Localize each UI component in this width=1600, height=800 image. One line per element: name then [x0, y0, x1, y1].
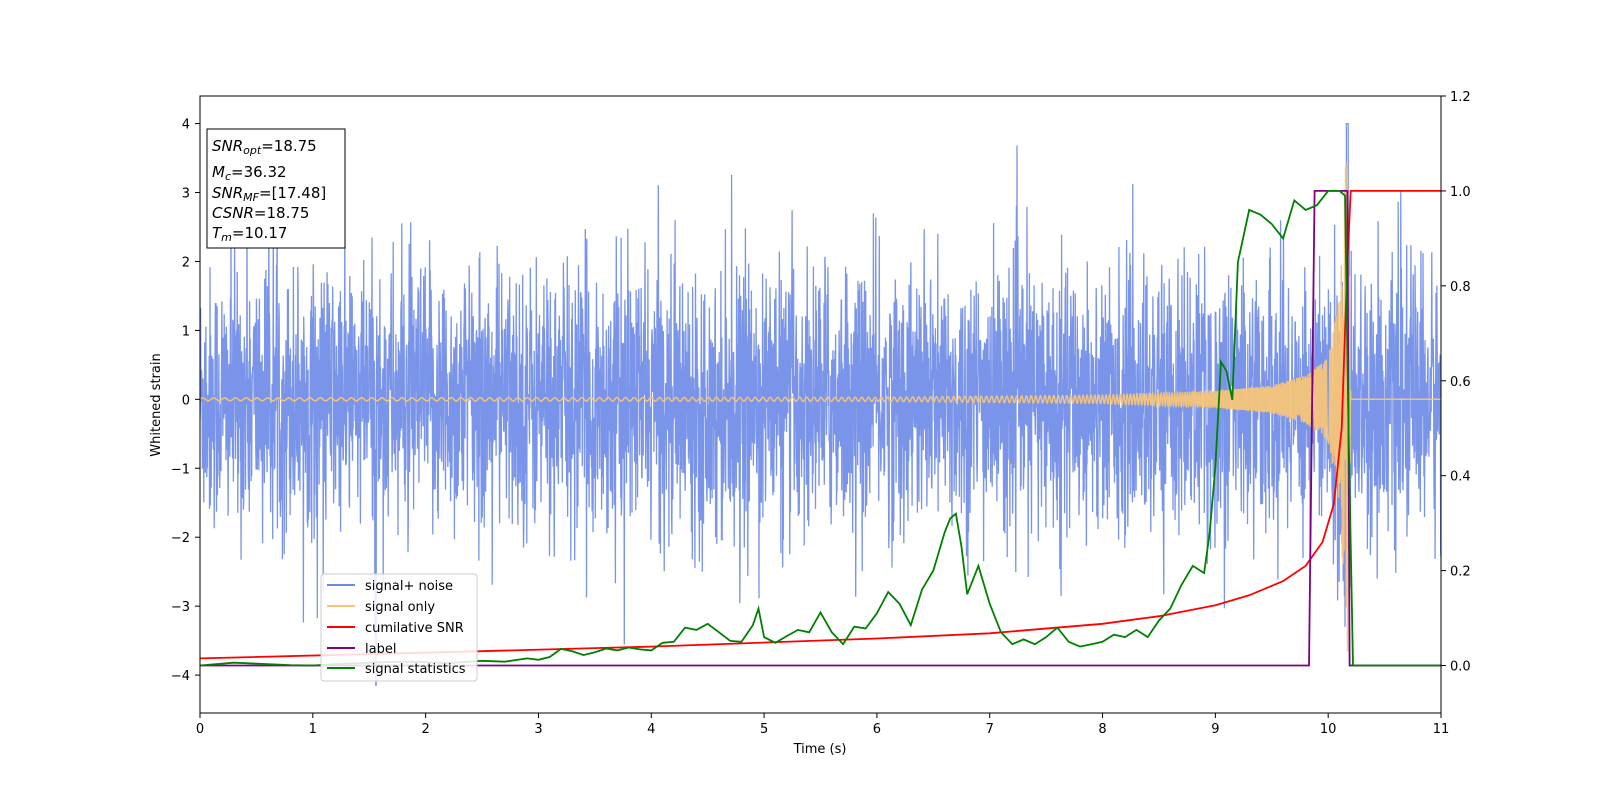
plot-frame: [199, 95, 1442, 714]
legend-label-label: label: [365, 642, 396, 657]
x-tick-label: 11: [1433, 722, 1450, 737]
info-tm: Tm=10.17: [212, 224, 287, 244]
x-tick-label: 9: [1211, 722, 1219, 737]
legend-label-signal-noise: signal+ noise: [365, 579, 453, 594]
legend-label-signal-statistics: signal statistics: [365, 662, 466, 677]
y-right-tick-label: 0.2: [1450, 565, 1471, 580]
y-right-tick-label: 0.4: [1450, 470, 1471, 485]
y-right-tick-label: 1.0: [1450, 185, 1471, 200]
x-tick-label: 4: [647, 722, 655, 737]
info-csnr: CSNR=18.75: [212, 204, 309, 222]
legend-label-cum-snr: cumilative SNR: [365, 621, 464, 636]
y-right-tick-label: 0.0: [1450, 660, 1471, 675]
y-left-tick-label: −2: [171, 531, 190, 546]
series-signal-statistics-line: [200, 190, 1441, 667]
y-left-tick-label: 0: [182, 393, 190, 408]
series-signal-noise-line: [200, 122, 1441, 687]
legend: signal+ noise signal only cumilative SNR…: [320, 573, 478, 682]
x-tick-label: 3: [534, 722, 542, 737]
series-cumulative-snr-line: [200, 190, 1441, 660]
x-tick-label: 8: [1098, 722, 1106, 737]
y-left-tick-label: 2: [182, 255, 190, 270]
x-tick-label: 5: [760, 722, 768, 737]
y-left-tick-label: −4: [171, 669, 190, 684]
info-snr-opt: SNRopt=18.75: [212, 137, 317, 157]
legend-label-signal-only: signal only: [365, 600, 435, 615]
y-left-tick-label: −3: [171, 600, 190, 615]
axis-ticks: 0 1 2 3 4 5 6 7 8 9 10 11 −4 −3 −2 −1 0 1 2 3 4 0.0 0.2 0.4 0.6 0…: [171, 90, 1471, 737]
y-left-tick-label: 3: [182, 187, 190, 202]
series-signal-only-line: [200, 162, 1441, 652]
x-tick-label: 0: [196, 722, 204, 737]
plot-area: [200, 122, 1441, 687]
y-left-tick-label: 4: [182, 118, 190, 133]
x-tick-label: 1: [309, 722, 317, 737]
y-left-tick-label: −1: [171, 462, 190, 477]
info-box: SNRopt=18.75 Mc=36.32 SNRMF=[17.48] CSNR…: [206, 128, 346, 249]
x-tick-label: 7: [986, 722, 994, 737]
x-tick-label: 10: [1320, 722, 1337, 737]
x-axis-label: Time (s): [793, 742, 847, 757]
info-mc: Mc=36.32: [212, 163, 287, 183]
y-right-tick-label: 0.6: [1450, 375, 1471, 390]
x-tick-label: 6: [873, 722, 881, 737]
y-axis-label: Whitened strain: [149, 353, 164, 456]
y-right-tick-label: 1.2: [1450, 90, 1471, 105]
y-left-tick-label: 1: [182, 324, 190, 339]
y-right-tick-label: 0.8: [1450, 280, 1471, 295]
x-tick-label: 2: [421, 722, 429, 737]
info-snr-mf: SNRMF=[17.48]: [212, 184, 326, 204]
